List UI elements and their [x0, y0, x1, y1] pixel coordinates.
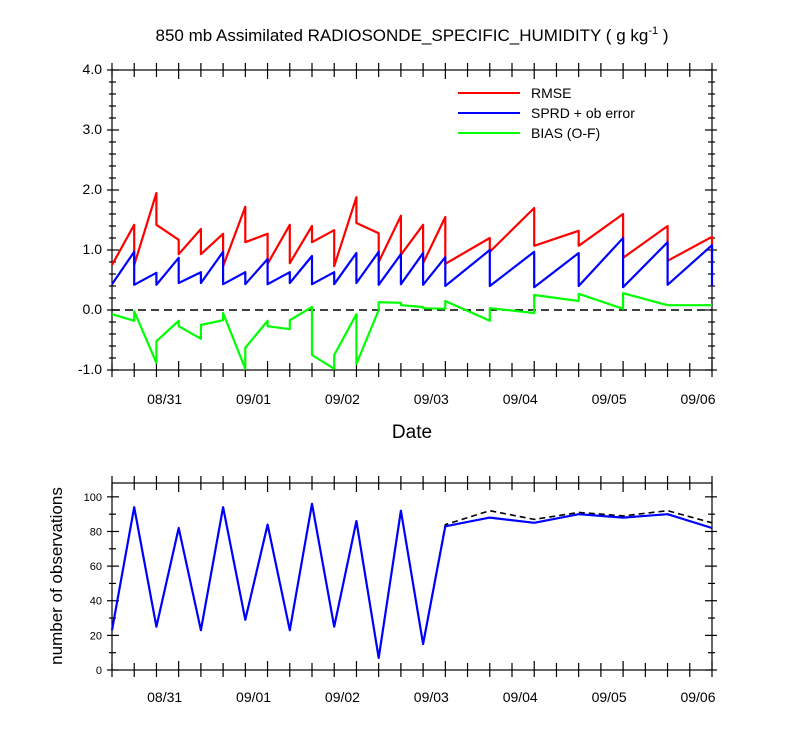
top-y-tick-label: -1.0 — [78, 361, 102, 377]
bottom-y-tick-labels: 0 20 40 60 80 100 — [84, 492, 102, 677]
bottom-y-tick-label: 60 — [90, 561, 102, 573]
top-x-tick-label: 09/05 — [592, 391, 627, 407]
bottom-y-tick-label: 100 — [84, 492, 102, 504]
bottom-x-tick-label: 08/31 — [147, 689, 182, 705]
legend-rmse-label: RMSE — [531, 85, 571, 101]
bottom-ticks — [107, 476, 717, 677]
top-y-tick-label: 2.0 — [83, 181, 103, 197]
top-y-tick-labels: -1.0 0.0 1.0 2.0 3.0 4.0 — [78, 61, 102, 377]
top-x-tick-label: 09/01 — [236, 391, 271, 407]
top-x-tick-label: 09/03 — [414, 391, 449, 407]
bottom-x-tick-label: 09/02 — [325, 689, 360, 705]
top-y-tick-label: 4.0 — [83, 61, 103, 77]
top-x-tick-label: 09/04 — [503, 391, 538, 407]
top-x-tick-label: 09/02 — [325, 391, 360, 407]
top-x-axis-label: Date — [392, 422, 432, 443]
bottom-x-tick-label: 09/03 — [414, 689, 449, 705]
top-plot-frame — [111, 69, 713, 371]
bottom-x-tick-label: 09/05 — [592, 689, 627, 705]
bottom-y-axis-label: number of observations — [47, 487, 66, 665]
top-x-tick-label: 09/06 — [680, 391, 715, 407]
top-series-sprd-ob-error — [111, 236, 714, 289]
bottom-y-tick-label: 40 — [90, 596, 102, 608]
top-y-tick-label: 0.0 — [83, 301, 103, 317]
bottom-x-tick-label: 09/04 — [503, 689, 538, 705]
top-chart-title: 850 mb Assimilated RADIOSONDE_SPECIFIC_H… — [156, 25, 669, 45]
bottom-series — [110, 502, 713, 660]
bottom-y-tick-label: 20 — [90, 630, 102, 642]
legend-bias-label: BIAS (O-F) — [531, 125, 600, 141]
legend-sprd-label: SPRD + ob error — [531, 105, 635, 121]
bottom-y-tick-label: 0 — [96, 665, 102, 677]
title-end: ) — [658, 26, 668, 45]
top-y-tick-label: 1.0 — [83, 241, 103, 257]
bottom-x-tick-labels: 08/31 09/01 09/02 09/03 09/04 09/05 09/06 — [147, 689, 716, 705]
bottom-series-assimilated-observations — [110, 502, 713, 660]
top-x-tick-label: 08/31 — [147, 391, 182, 407]
bottom-x-tick-label: 09/01 — [236, 689, 271, 705]
legend: RMSE SPRD + ob error BIAS (O-F) — [458, 85, 635, 141]
title-main: 850 mb Assimilated RADIOSONDE_SPECIFIC_H… — [156, 26, 649, 45]
bottom-y-tick-label: 80 — [90, 526, 102, 538]
top-series — [111, 191, 714, 370]
bottom-x-tick-label: 09/06 — [680, 689, 715, 705]
top-x-tick-labels: 08/31 09/01 09/02 09/03 09/04 09/05 09/06 — [147, 391, 716, 407]
top-series-rmse — [111, 191, 714, 268]
title-superscript: -1 — [648, 25, 658, 37]
top-y-tick-label: 3.0 — [83, 121, 103, 137]
bottom-plot-frame — [111, 482, 713, 671]
top-series-bias-o-f — [111, 292, 712, 370]
